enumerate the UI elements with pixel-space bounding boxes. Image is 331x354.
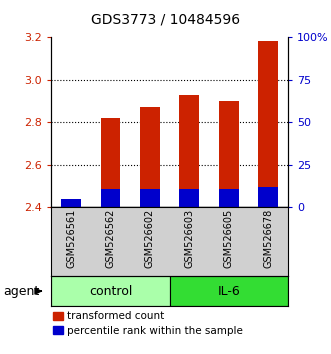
Bar [219,101,239,207]
Bar [101,189,120,207]
Bar [259,187,278,207]
Text: GSM526602: GSM526602 [145,209,155,268]
Legend: transformed count, percentile rank within the sample: transformed count, percentile rank withi… [53,312,243,336]
Text: GSM526605: GSM526605 [224,209,234,268]
Text: agent: agent [3,285,40,298]
Bar [51,276,169,306]
Bar [61,199,81,207]
Bar [101,118,120,207]
Bar [179,189,199,207]
Text: GSM526678: GSM526678 [263,209,273,268]
Text: GSM526561: GSM526561 [66,209,76,268]
Bar [169,276,288,306]
Text: control: control [89,285,132,298]
Text: GSM526603: GSM526603 [184,209,194,268]
Text: IL-6: IL-6 [217,285,240,298]
Bar [259,41,278,207]
Text: GDS3773 / 10484596: GDS3773 / 10484596 [91,12,240,27]
Bar [140,189,160,207]
Text: GSM526562: GSM526562 [106,209,116,268]
Bar [140,107,160,207]
Bar [179,95,199,207]
Bar [219,189,239,207]
Bar [61,201,81,207]
